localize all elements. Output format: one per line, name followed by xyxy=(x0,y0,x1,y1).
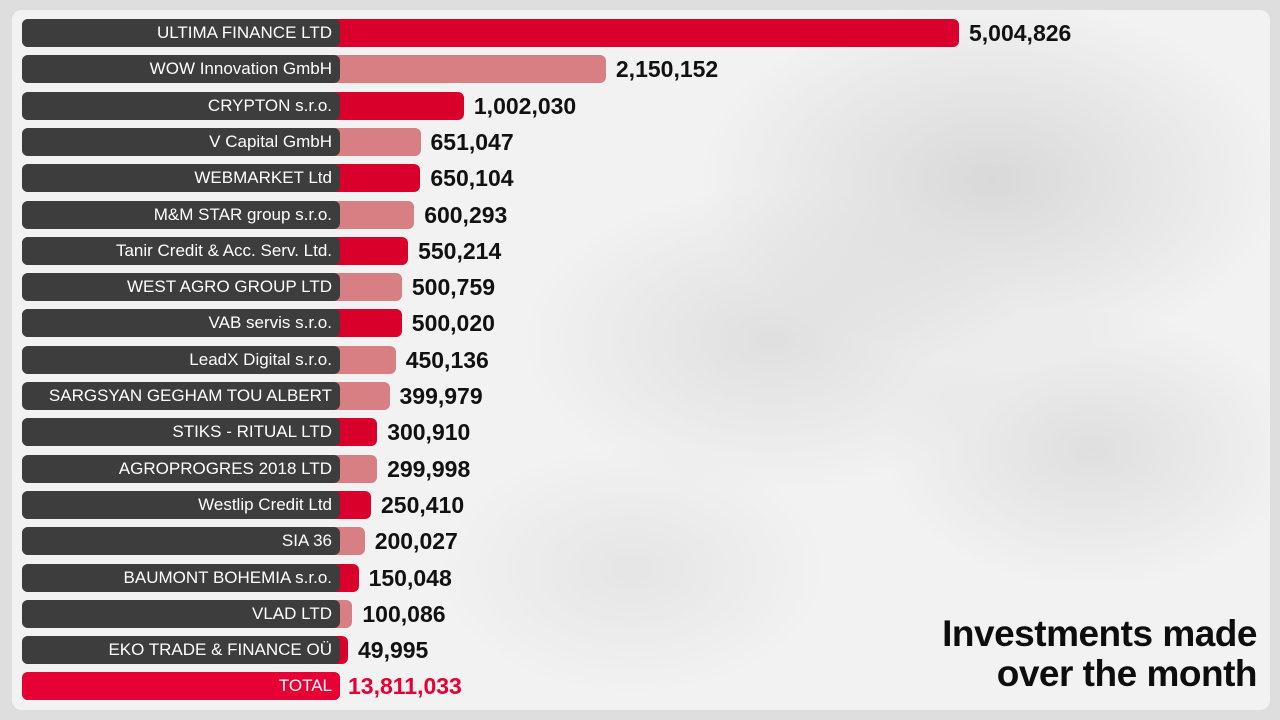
bar-value-label: 651,047 xyxy=(430,128,514,155)
bar-category-label: VLAD LTD xyxy=(22,599,340,628)
bar-category-label: SARGSYAN GEGHAM TOU ALBERT xyxy=(22,382,340,410)
bar-value-label: 550,214 xyxy=(418,237,502,264)
bar-category-label: M&M STAR group s.r.o. xyxy=(22,200,340,229)
bar-category-label: VAB servis s.r.o. xyxy=(22,309,340,338)
bar-value-label: 200,027 xyxy=(374,528,458,555)
bar-category-label: Westlip Credit Ltd xyxy=(22,490,340,519)
bar-value-label: 5,004,826 xyxy=(969,20,1072,46)
bar-category-label: WOW Innovation GmbH xyxy=(22,55,340,84)
total-label: TOTAL xyxy=(22,672,340,701)
bar-value-label: 399,979 xyxy=(399,383,483,409)
bar-category-label: SIA 36 xyxy=(22,527,340,556)
bar-category-label: CRYPTON s.r.o. xyxy=(22,91,340,120)
chart-title-line-2: over the month xyxy=(996,653,1258,694)
chart-title-line-1: Investments made xyxy=(942,613,1257,654)
chart-frame xyxy=(12,10,1270,710)
bar-category-label: AGROPROGRES 2018 LTD xyxy=(22,454,340,483)
bar-category-label: LeadX Digital s.r.o. xyxy=(22,345,340,374)
bar-value-label: 250,410 xyxy=(381,491,465,518)
bar-category-label: STIKS - RITUAL LTD xyxy=(22,418,340,447)
bar-category-label: Tanir Credit & Acc. Serv. Ltd. xyxy=(22,236,340,265)
bar-value-label: 500,759 xyxy=(411,274,496,301)
bar-category-label: BAUMONT BOHEMIA s.r.o. xyxy=(22,563,340,592)
bar-value-label: 100,086 xyxy=(362,600,446,627)
bar-value-label: 150,048 xyxy=(368,564,452,591)
bar-value-label: 450,136 xyxy=(405,346,489,373)
bar-value-label: 2,150,152 xyxy=(615,56,719,83)
bar-value-label: 600,293 xyxy=(424,201,508,228)
bar-category-label: V Capital GmbH xyxy=(22,127,340,156)
bar-value-label: 1,002,030 xyxy=(473,92,577,119)
bar-category-label: ULTIMA FINANCE LTD xyxy=(22,19,340,47)
bar-value-label: 500,020 xyxy=(411,310,495,337)
bar-value-label: 300,910 xyxy=(387,419,471,446)
bar-value-label: 49,995 xyxy=(358,637,429,664)
bar-category-label: EKO TRADE & FINANCE OÜ xyxy=(22,636,340,665)
chart-title: Investments made over the month xyxy=(942,614,1257,694)
bar-category-label: WEBMARKET Ltd xyxy=(22,164,340,193)
bar-value-label: 299,998 xyxy=(387,455,471,482)
total-value: 13,811,033 xyxy=(348,673,462,700)
bar-value-label: 650,104 xyxy=(430,165,514,192)
bar-category-label: WEST AGRO GROUP LTD xyxy=(22,273,340,302)
